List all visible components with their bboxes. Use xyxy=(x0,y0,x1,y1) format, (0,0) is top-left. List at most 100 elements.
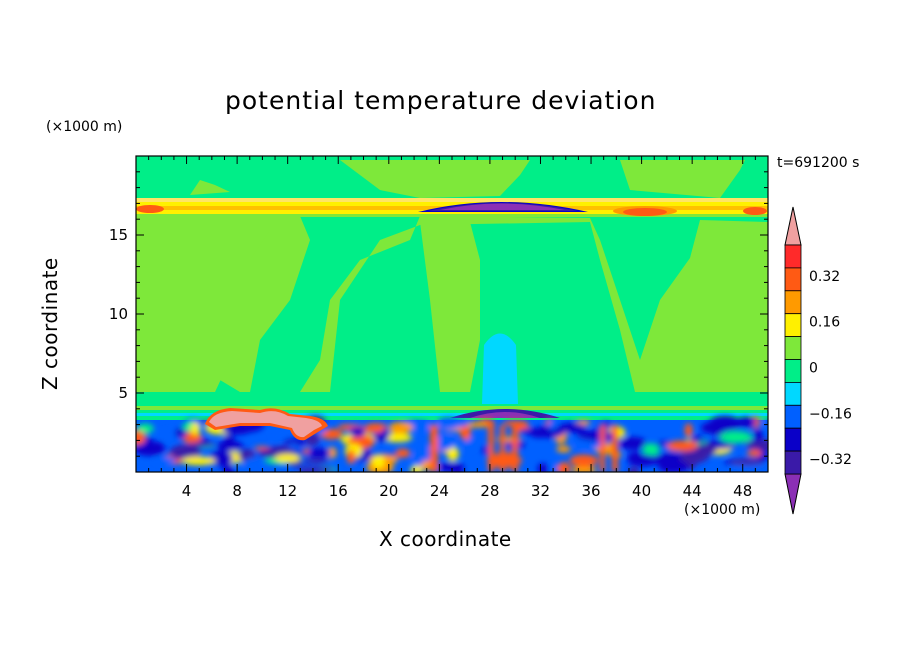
warm-streak xyxy=(500,425,505,472)
upper-warm-band xyxy=(136,202,768,207)
low-cold-dome xyxy=(470,412,540,418)
x-tick-label: 20 xyxy=(379,482,398,500)
x-tick-label: 44 xyxy=(683,482,702,500)
turbulence-cell xyxy=(619,436,647,451)
turbulence-cell xyxy=(666,440,698,452)
colorbar-top-arrow xyxy=(784,206,802,246)
warm-streak xyxy=(512,425,518,472)
warm-patch xyxy=(136,205,164,213)
turbulence-cell xyxy=(557,461,571,472)
turbulence-cell xyxy=(503,420,529,427)
low-band xyxy=(136,413,768,416)
x-tick-label: 12 xyxy=(278,482,297,500)
turbulence-cell xyxy=(576,430,613,441)
colorbar-band xyxy=(784,427,802,452)
upper-cold-dome xyxy=(440,203,565,210)
colorbar-band xyxy=(784,359,802,383)
turbulence-cell xyxy=(752,428,763,442)
turbulence-cell xyxy=(287,443,298,449)
low-band xyxy=(136,406,768,410)
x-tick-label: 32 xyxy=(531,482,550,500)
turbulence-cell xyxy=(346,449,356,465)
turbulence-cell xyxy=(302,458,329,464)
upper-warm-band xyxy=(136,198,768,202)
turbulence-cell xyxy=(365,425,385,433)
turbulence-cell xyxy=(136,423,154,434)
x-tick-label: 28 xyxy=(480,482,499,500)
turbulence-cell xyxy=(191,422,200,436)
x-axis-label: X coordinate xyxy=(379,527,512,551)
turbulence-cell xyxy=(307,448,331,458)
x-tick-label: 40 xyxy=(632,482,651,500)
turbulence-cell xyxy=(684,423,693,438)
colorbar-band xyxy=(784,404,802,429)
warm-streak xyxy=(430,425,438,472)
turbulence-cell xyxy=(326,446,337,459)
turbulence-cell xyxy=(446,446,459,462)
turbulence-cell xyxy=(658,459,689,472)
turbulence-cell xyxy=(569,454,599,467)
colorbar-label: −0.16 xyxy=(809,406,852,422)
turbulence-cell xyxy=(243,457,260,471)
x-tick-label: 24 xyxy=(430,482,449,500)
turbulence-cell xyxy=(169,444,202,460)
turbulence-cell xyxy=(154,456,177,464)
turbulence-cell xyxy=(216,440,244,451)
turbulence-cell xyxy=(453,466,463,472)
turbulence-cell xyxy=(395,448,411,458)
y-tick-label: 15 xyxy=(109,226,128,244)
turbulence-cell xyxy=(642,443,660,457)
x-units-label: (×1000 m) xyxy=(684,502,761,518)
x-tick-label: 36 xyxy=(581,482,600,500)
colorbar-label: 0.32 xyxy=(809,269,840,285)
warm-patch xyxy=(623,208,667,216)
warm-streak xyxy=(488,425,494,472)
turbulence-cell xyxy=(215,457,234,462)
turbulence-cell xyxy=(558,422,587,433)
turbulence-cell xyxy=(274,453,301,463)
colorbar-band xyxy=(784,290,802,315)
warm-cloud-patch xyxy=(209,411,322,438)
turbulence-cell xyxy=(436,417,461,430)
turbulence-cell xyxy=(729,458,764,466)
turbulence-cell xyxy=(348,426,366,437)
colorbar-band xyxy=(784,381,802,406)
turbulence-cell xyxy=(700,421,729,434)
cold-column xyxy=(482,333,518,404)
turbulence-cell xyxy=(283,438,306,447)
colorbar-band xyxy=(784,313,802,338)
turbulence-cell xyxy=(222,463,234,472)
turbulence-cell xyxy=(174,428,188,439)
turbulence-cell xyxy=(434,434,456,451)
x-tick-label: 16 xyxy=(329,482,348,500)
y-units-label: (×1000 m) xyxy=(46,119,123,135)
colorbar-band xyxy=(784,267,802,292)
turbulence-cell xyxy=(556,445,571,453)
y-tick-label: 5 xyxy=(118,384,128,402)
turbulence-cell xyxy=(388,421,413,434)
turbulence-cell xyxy=(223,434,235,443)
positive-plumes xyxy=(136,160,768,392)
turbulence-cell xyxy=(259,449,271,457)
upper-warm-band xyxy=(136,214,768,217)
x-tick-label: 8 xyxy=(232,482,242,500)
colorbar-band xyxy=(784,244,802,269)
turbulence-cell xyxy=(719,431,753,444)
chart-title: potential temperature deviation xyxy=(225,86,657,115)
colorbar-bottom-arrow xyxy=(784,473,802,515)
turbulence-cell xyxy=(136,430,146,445)
x-tick-label: 4 xyxy=(182,482,192,500)
turbulence-cell xyxy=(548,420,557,432)
warm-streak xyxy=(600,425,605,472)
turbulence-cell xyxy=(628,466,640,472)
colorbar-label: 0.16 xyxy=(809,315,840,331)
x-tick-label: 48 xyxy=(733,482,752,500)
turbulence-cell xyxy=(371,454,385,469)
colorbar-label: −0.32 xyxy=(809,452,852,468)
colorbar-band xyxy=(784,336,802,360)
turbulence-cell xyxy=(537,463,548,472)
turbulence-cell xyxy=(571,466,597,472)
turbulence-cell xyxy=(746,449,762,457)
turbulence-cell xyxy=(736,417,757,428)
